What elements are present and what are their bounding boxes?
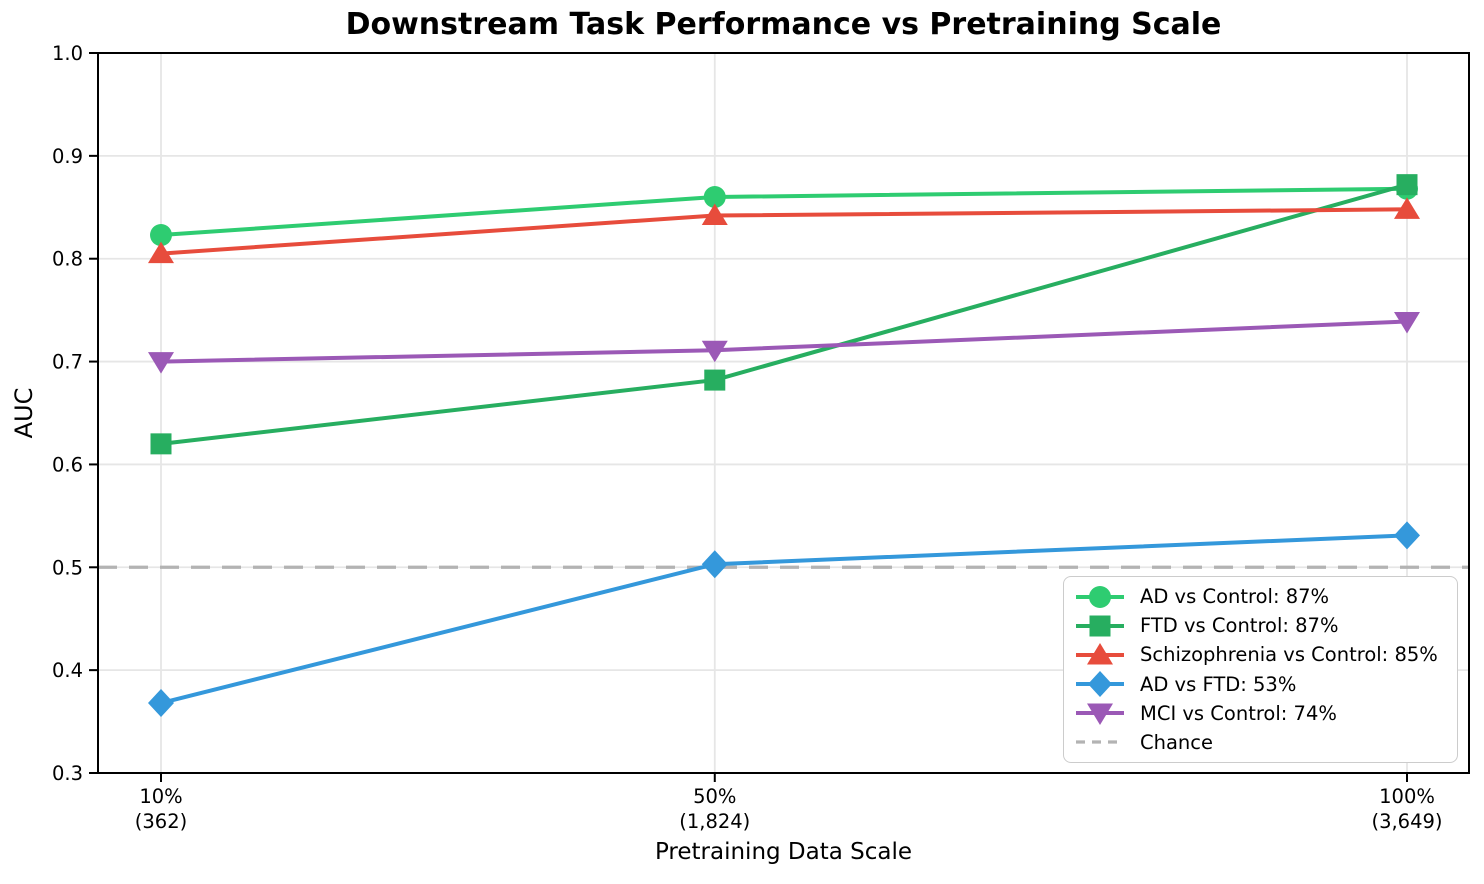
data-point-marker [148, 352, 174, 374]
y-tick-label: 0.3 [52, 762, 83, 785]
x-axis-label: Pretraining Data Scale [654, 839, 913, 865]
data-point-marker [701, 203, 728, 226]
y-tick-label: 0.7 [52, 351, 83, 374]
data-point-marker [1394, 311, 1420, 334]
legend-triangle-down-marker-icon [1076, 703, 1124, 726]
data-point-marker [150, 224, 172, 247]
legend-marker-shape [1087, 642, 1113, 665]
axes-frame [97, 52, 1470, 774]
y-tick-label: 0.5 [52, 556, 83, 579]
y-tick-label: 0.4 [52, 659, 83, 682]
y-axis-label: AUC [10, 387, 38, 439]
x-tick-sublabel: (3,649) [1371, 810, 1442, 833]
legend-circle-marker-icon [1076, 585, 1124, 608]
legend-item-label: Chance [1140, 730, 1214, 754]
data-point-marker [148, 241, 174, 264]
legend-diamond-marker-icon [1076, 671, 1124, 698]
legend-marker-shape [1089, 585, 1111, 608]
legend-item: AD vs Control: 87% [1074, 583, 1451, 611]
data-point-marker [703, 186, 726, 208]
data-point-marker [701, 550, 728, 579]
x-tick-label: 100% [1379, 785, 1435, 808]
legend-marker-shape [1087, 703, 1113, 726]
data-point-marker [1396, 174, 1418, 196]
legend-triangle-up-marker-icon [1076, 642, 1124, 665]
x-tick-label: 50% [693, 785, 736, 808]
data-point-marker [704, 369, 726, 391]
legend-item: MCI vs Control: 74% [1074, 699, 1451, 727]
chart-title: Downstream Task Performance vs Pretraini… [345, 7, 1222, 42]
x-tick-sublabel: (362) [135, 810, 187, 833]
legend-item-label: AD vs FTD: 53% [1140, 672, 1297, 696]
legend-marker-shape [1089, 615, 1111, 637]
y-tick-label: 0.8 [52, 248, 83, 271]
y-tick-label: 0.6 [52, 453, 83, 476]
legend-square-marker-icon [1076, 615, 1124, 637]
legend-item: Schizophrenia vs Control: 85% [1074, 641, 1451, 669]
series-line [159, 207, 1409, 256]
data-point-marker [701, 340, 728, 363]
legend: AD vs Control: 87% FTD vs Control: 87% Sch… [1063, 576, 1458, 763]
legend-item-label: MCI vs Control: 74% [1140, 701, 1337, 725]
legend-item: AD vs FTD: 53% [1074, 670, 1451, 698]
y-tick-label: 0.9 [52, 145, 83, 168]
y-tick-label: 1.0 [52, 42, 83, 65]
legend-item-label: Schizophrenia vs Control: 85% [1140, 643, 1438, 667]
legend-item-label: FTD vs Control: 87% [1140, 614, 1339, 638]
legend-dashed-line-icon [1076, 740, 1124, 744]
legend-item-label: AD vs Control: 87% [1140, 585, 1330, 609]
series-line [159, 319, 1409, 364]
data-point-marker [1394, 521, 1420, 550]
data-point-marker [150, 433, 172, 455]
data-point-marker [1394, 197, 1420, 219]
x-tick-sublabel: (1,824) [679, 810, 750, 833]
legend-item: FTD vs Control: 87% [1074, 612, 1451, 640]
legend-marker-shape [1088, 671, 1112, 698]
x-tick-label: 10% [139, 785, 182, 808]
data-point-marker [148, 689, 174, 718]
legend-item: Chance [1074, 728, 1451, 756]
